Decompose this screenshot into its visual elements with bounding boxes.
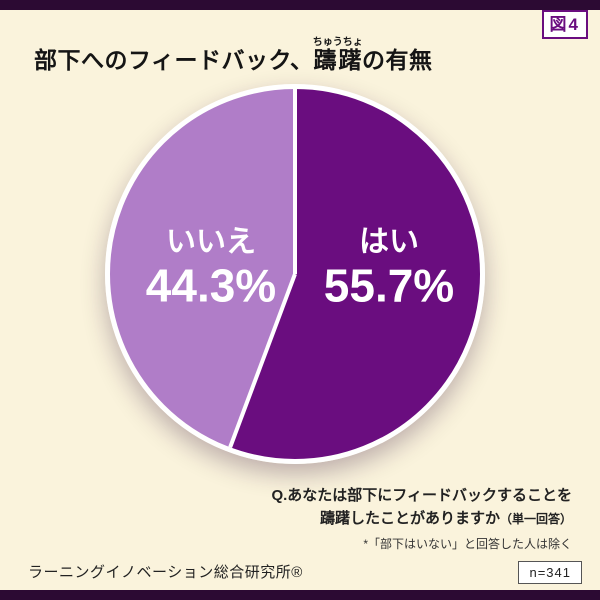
top-edge-bar xyxy=(0,0,600,10)
slice-yes-percent: 55.7% xyxy=(323,259,455,312)
title-ruby-base: 躊躇 xyxy=(312,47,363,74)
slice-yes-name: はい xyxy=(359,225,419,259)
sample-size-badge: n=341 xyxy=(518,561,582,584)
page-title: 部下へのフィードバック、躊躇ちゅうちょの有無 xyxy=(34,37,432,75)
pie-chart: はい 55.7% いいえ 44.3% xyxy=(105,84,485,464)
title-text-post: の有無 xyxy=(361,47,433,74)
title-ruby: 躊躇ちゅうちょ xyxy=(312,37,363,74)
title-furigana: ちゅうちょ xyxy=(312,37,363,49)
question-footnote: *「部下はいない」と回答した人は除く xyxy=(363,536,572,551)
organization-name: ラーニングイノベーション総合研究所® xyxy=(28,564,303,581)
question-line1: Q.あなたは部下にフィードバックすることを xyxy=(271,487,572,504)
question-line2-paren: （単一回答） xyxy=(499,512,572,527)
slice-no-percent: 44.3% xyxy=(145,259,277,312)
slice-divider-top xyxy=(293,89,297,274)
question-block: Q.あなたは部下にフィードバックすることを 躊躇したことがありますか（単一回答）… xyxy=(271,484,572,552)
question-line2-main: 躊躇したことがありますか xyxy=(319,510,500,528)
slice-label-yes: はい 55.7% xyxy=(324,225,454,312)
figure-number-badge: 図4 xyxy=(541,10,588,39)
bottom-edge-bar xyxy=(0,590,600,600)
slice-label-no: いいえ 44.3% xyxy=(146,225,276,312)
slice-no-name: いいえ xyxy=(166,225,256,259)
question-line2: 躊躇したことがありますか（単一回答） xyxy=(271,507,572,530)
title-text-pre: 部下へのフィードバック、 xyxy=(34,47,314,74)
